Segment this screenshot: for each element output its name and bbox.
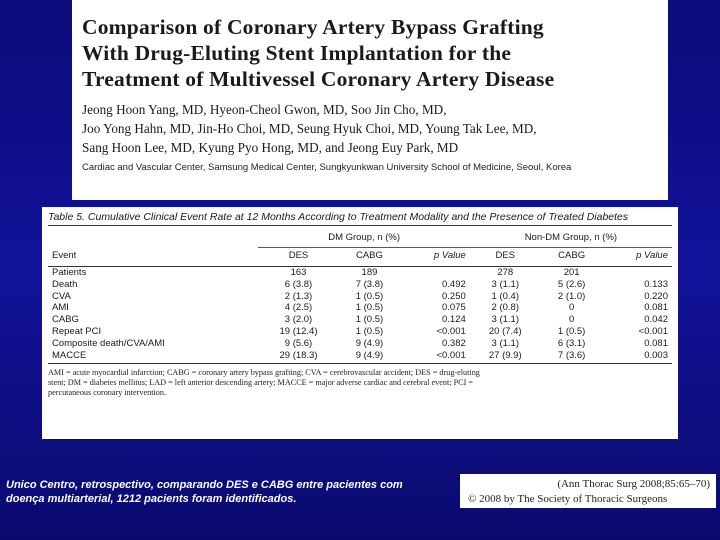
table-cell: 9 (4.9) (355, 337, 384, 349)
table-row: Composite death/CVA/AMI 9 (5.6) 9 (4.9) 0.3… (48, 337, 672, 349)
footnote-line: stent; DM = diabetes mellitus; LAD = lef… (48, 377, 473, 387)
table-caption: Table 5. Cumulative Clinical Event Rate … (48, 211, 629, 223)
table-cell: 3 (2.0) (284, 314, 313, 326)
row-label: AMI (52, 302, 69, 314)
paper-affiliation: Cardiac and Vascular Center, Samsung Med… (82, 162, 572, 173)
results-table-panel: Table 5. Cumulative Clinical Event Rate … (42, 207, 678, 439)
table-cell: 3 (1.1) (491, 337, 519, 349)
table-cell: 0.492 (442, 278, 466, 290)
col-header-cabg: CABG (338, 247, 401, 267)
table-row: AMI 4 (2.5) 1 (0.5) 0.075 2 (0.8) 0 0.081 (48, 302, 672, 314)
row-label: MACCE (48, 349, 259, 364)
table-footnote: AMI = acute myocardial infarction; CABG … (48, 368, 672, 398)
col-header-event: Event (48, 247, 259, 267)
table-row: Repeat PCI 19 (12.4) 1 (0.5) <0.001 20 (7.4)… (48, 326, 672, 338)
table-body: Patients 163 189 278 201 Death 6 (3.8) 7 (3.8) 0… (48, 266, 672, 364)
col-header-cabg: CABG (540, 247, 603, 267)
table-cell: 0.220 (644, 290, 668, 302)
table-cell: <0.001 (436, 325, 466, 337)
table-cell: 7 (3.6) (540, 349, 603, 364)
col-header-pvalue: p Value (602, 247, 672, 267)
table-cell: 278 (497, 266, 514, 278)
table-cell: 0.003 (602, 349, 672, 364)
copyright-notice: © 2008 by The Society of Thoracic Surgeo… (468, 493, 668, 505)
row-label: Repeat PCI (52, 325, 102, 337)
table-cell: 189 (361, 266, 378, 278)
slide-caption: Unico Centro, retrospectivo, comparando … (6, 478, 456, 506)
group-header-row: DM Group, n (%) Non-DM Group, n (%) (48, 225, 672, 248)
row-label: CVA (52, 290, 71, 302)
title-line: With Drug-Eluting Stent Implantation for… (82, 41, 512, 65)
row-label: CABG (52, 314, 79, 326)
table-cell: 0.081 (644, 337, 668, 349)
table-cell: 1 (0.4) (491, 290, 519, 302)
table-cell (603, 266, 672, 278)
paper-title: Comparison of Coronary Artery Bypass Gra… (82, 14, 668, 92)
footnote-line: AMI = acute myocardial infarction; CABG … (48, 367, 480, 377)
table-row: Death 6 (3.8) 7 (3.8) 0.492 3 (1.1) 5 (2.6) 0.… (48, 278, 672, 290)
table-row: CVA 2 (1.3) 1 (0.5) 0.250 1 (0.4) 2 (1.0) 0.22… (48, 290, 672, 302)
table-cell: <0.001 (400, 349, 470, 364)
table-cell: 6 (3.1) (557, 337, 586, 349)
table-cell: <0.001 (638, 325, 668, 337)
table-cell: 0.081 (644, 302, 668, 314)
row-label: Patients (52, 266, 87, 278)
table-cell: 1 (0.5) (355, 314, 384, 326)
table-cell: 1 (0.5) (557, 325, 586, 337)
table-row: CABG 3 (2.0) 1 (0.5) 0.124 3 (1.1) 0 0.042 (48, 314, 672, 326)
table-row: MACCE 29 (18.3) 9 (4.9) <0.001 27 (9.9) 7 (3.… (48, 349, 672, 364)
column-header-row: Event DES CABG p Value DES CABG p Value (48, 247, 672, 267)
paper-authors: Jeong Hoon Yang, MD, Hyeon-Cheol Gwon, M… (82, 100, 668, 157)
row-label: Composite death/CVA/AMI (52, 337, 165, 349)
table-cell: 20 (7.4) (488, 325, 522, 337)
col-header-pvalue: p Value (400, 247, 470, 267)
table-cell: 2 (0.8) (491, 302, 519, 314)
nondm-group-label: Non-DM Group, n (%) (469, 225, 672, 248)
footnote-line: percutaneous coronary intervention. (48, 387, 166, 397)
table-cell: 2 (1.3) (284, 290, 313, 302)
table-cell: 163 (290, 266, 307, 278)
table-cell: 1 (0.5) (355, 325, 384, 337)
col-header-des: DES (469, 247, 541, 267)
author-line: Jeong Hoon Yang, MD, Hyeon-Cheol Gwon, M… (82, 102, 447, 117)
dm-group-label: DM Group, n (%) (258, 225, 470, 248)
citation-box: (Ann Thorac Surg 2008;85:65–70) © 2008 b… (460, 474, 716, 508)
paper-header: Comparison of Coronary Artery Bypass Gra… (72, 0, 668, 200)
table-cell: 9 (4.9) (338, 349, 401, 364)
table-cell: 201 (563, 266, 580, 278)
table-cell: 9 (5.6) (284, 337, 313, 349)
table-cell: 0 (568, 302, 575, 314)
table-cell (400, 266, 469, 278)
table-cell: 0.382 (442, 337, 466, 349)
table-cell: 2 (1.0) (557, 290, 586, 302)
author-line: Sang Hoon Lee, MD, Kyung Pyo Hong, MD, a… (82, 140, 459, 155)
col-header-des: DES (258, 247, 339, 267)
table-cell: 0.042 (644, 314, 668, 326)
author-line: Joo Yong Hahn, MD, Jin-Ho Choi, MD, Seun… (82, 121, 537, 136)
table-cell: 0.250 (442, 290, 466, 302)
results-table: DM Group, n (%) Non-DM Group, n (%) Even… (48, 225, 672, 364)
title-line: Comparison of Coronary Artery Bypass Gra… (82, 15, 544, 39)
table-cell: 1 (0.5) (355, 290, 384, 302)
table-cell: 0.133 (644, 278, 668, 290)
table-cell: 4 (2.5) (284, 302, 313, 314)
table-cell: 6 (3.8) (284, 278, 313, 290)
table-cell: 0.075 (442, 302, 466, 314)
table-cell: 27 (9.9) (469, 349, 541, 364)
table-cell: 0.124 (442, 314, 466, 326)
table-row: Patients 163 189 278 201 (48, 266, 672, 278)
title-line: Treatment of Multivessel Coronary Artery… (82, 67, 555, 91)
table-cell: 3 (1.1) (491, 314, 519, 326)
caption-line: doença multiarterial, 1212 pacients fora… (6, 493, 297, 505)
table-cell: 1 (0.5) (355, 302, 384, 314)
table-cell: 29 (18.3) (258, 349, 339, 364)
row-label: Death (52, 278, 78, 290)
table-cell: 0 (568, 314, 575, 326)
table-cell: 7 (3.8) (355, 278, 384, 290)
table-cell: 5 (2.6) (557, 278, 586, 290)
table-cell: 3 (1.1) (491, 278, 519, 290)
table-cell: 19 (12.4) (279, 325, 318, 337)
caption-line: Unico Centro, retrospectivo, comparando … (6, 479, 403, 491)
journal-citation: (Ann Thorac Surg 2008;85:65–70) (557, 478, 710, 490)
